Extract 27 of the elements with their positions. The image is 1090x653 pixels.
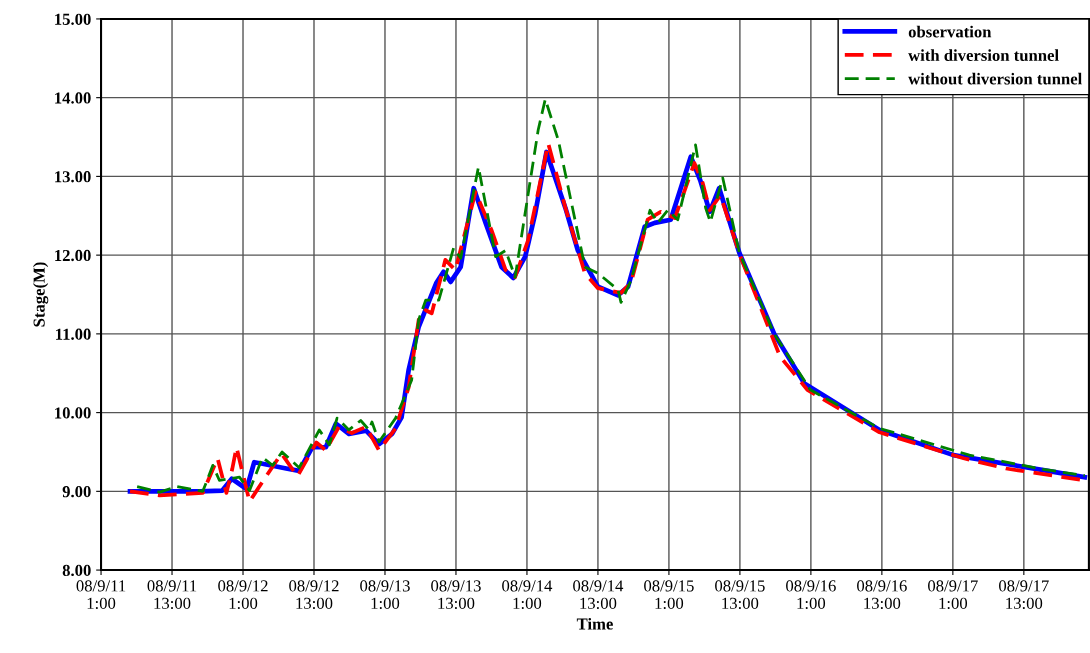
y-tick-label: 12.00	[55, 249, 91, 262]
x-tick-label: 08/9/17 1:00	[928, 580, 978, 610]
x-tick-label: 08/9/15 1:00	[644, 580, 694, 610]
x-tick-label: 08/9/12 13:00	[289, 580, 339, 610]
legend-label: without diversion tunnel	[908, 72, 1082, 85]
x-tick-label: 08/9/12 1:00	[218, 580, 268, 610]
legend-label: with diversion tunnel	[908, 49, 1059, 62]
x-tick-label: 08/9/15 13:00	[715, 580, 765, 610]
y-tick-label: 10.00	[55, 407, 91, 419]
legend-label: observation	[908, 25, 992, 38]
y-tick-label: 9.00	[62, 486, 91, 498]
y-tick-label: 15.00	[55, 13, 91, 25]
y-tick-label: 11.00	[56, 328, 91, 340]
y-tick-label: 13.00	[55, 171, 91, 183]
y-tick-label: 8.00	[62, 564, 91, 577]
x-tick-label: 08/9/13 13:00	[431, 580, 481, 610]
x-tick-label: 08/9/16 13:00	[857, 580, 907, 610]
x-tick-label: 08/9/17 13:00	[999, 580, 1049, 610]
y-axis-title: Stage(M)	[33, 262, 49, 327]
x-tick-label: 08/9/16 1:00	[786, 580, 836, 610]
x-tick-label: 08/9/13 1:00	[360, 580, 410, 610]
y-tick-label: 14.00	[55, 92, 91, 104]
x-tick-label: 08/9/11 13:00	[147, 580, 197, 610]
x-tick-label: 08/9/14 13:00	[573, 580, 624, 610]
x-tick-label: 08/9/14 1:00	[502, 580, 553, 610]
x-axis-title: Time	[576, 617, 613, 630]
x-tick-label: 08/9/11 1:00	[76, 580, 126, 610]
